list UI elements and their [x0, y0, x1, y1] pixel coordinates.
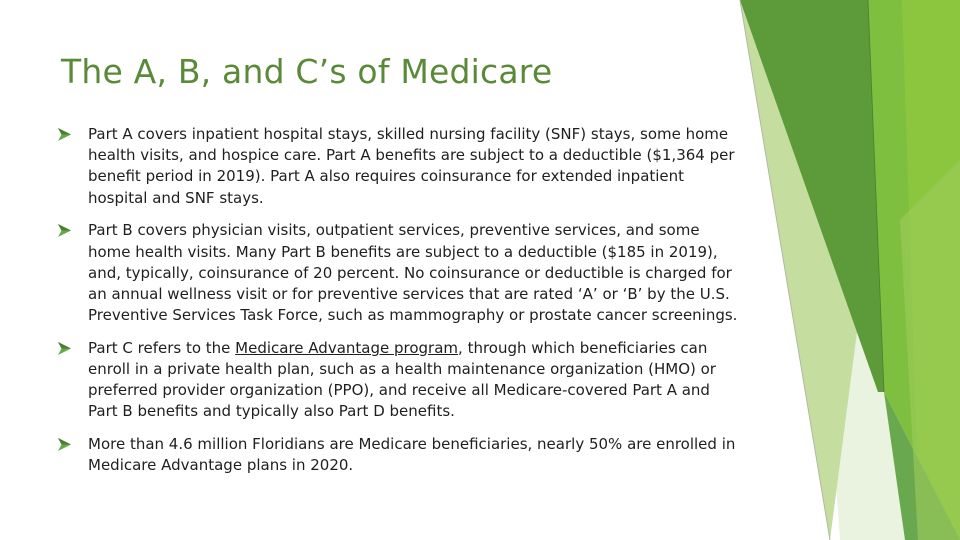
slide-title: The A, B, and C’s of Medicare: [61, 52, 553, 91]
bullet-text: Part B covers physician visits, outpatie…: [88, 221, 738, 325]
bullet-text-after: , through which beneficiaries can enroll…: [88, 338, 716, 421]
diamond-arrow-icon: [58, 341, 71, 355]
bullet-text: More than 4.6 million Floridians are Med…: [88, 435, 736, 475]
bullet-item-part-a: Part A covers inpatient hospital stays, …: [58, 124, 738, 209]
diamond-arrow-icon: [58, 438, 71, 452]
medicare-advantage-link[interactable]: Medicare Advantage program: [235, 338, 459, 357]
diamond-arrow-icon: [58, 128, 71, 141]
bullet-text: Part A covers inpatient hospital stays, …: [88, 125, 735, 207]
bullet-list: Part A covers inpatient hospital stays, …: [58, 124, 738, 477]
bullet-item-part-b: Part B covers physician visits, outpatie…: [58, 220, 738, 326]
diamond-arrow-icon: [58, 224, 71, 238]
bullet-item-part-c: Part C refers to the Medicare Advantage …: [58, 338, 738, 423]
bullet-text-before: Part C refers to the: [88, 338, 236, 357]
decorative-green-facets: [739, 0, 960, 540]
bullet-item-florida: More than 4.6 million Floridians are Med…: [58, 434, 738, 476]
